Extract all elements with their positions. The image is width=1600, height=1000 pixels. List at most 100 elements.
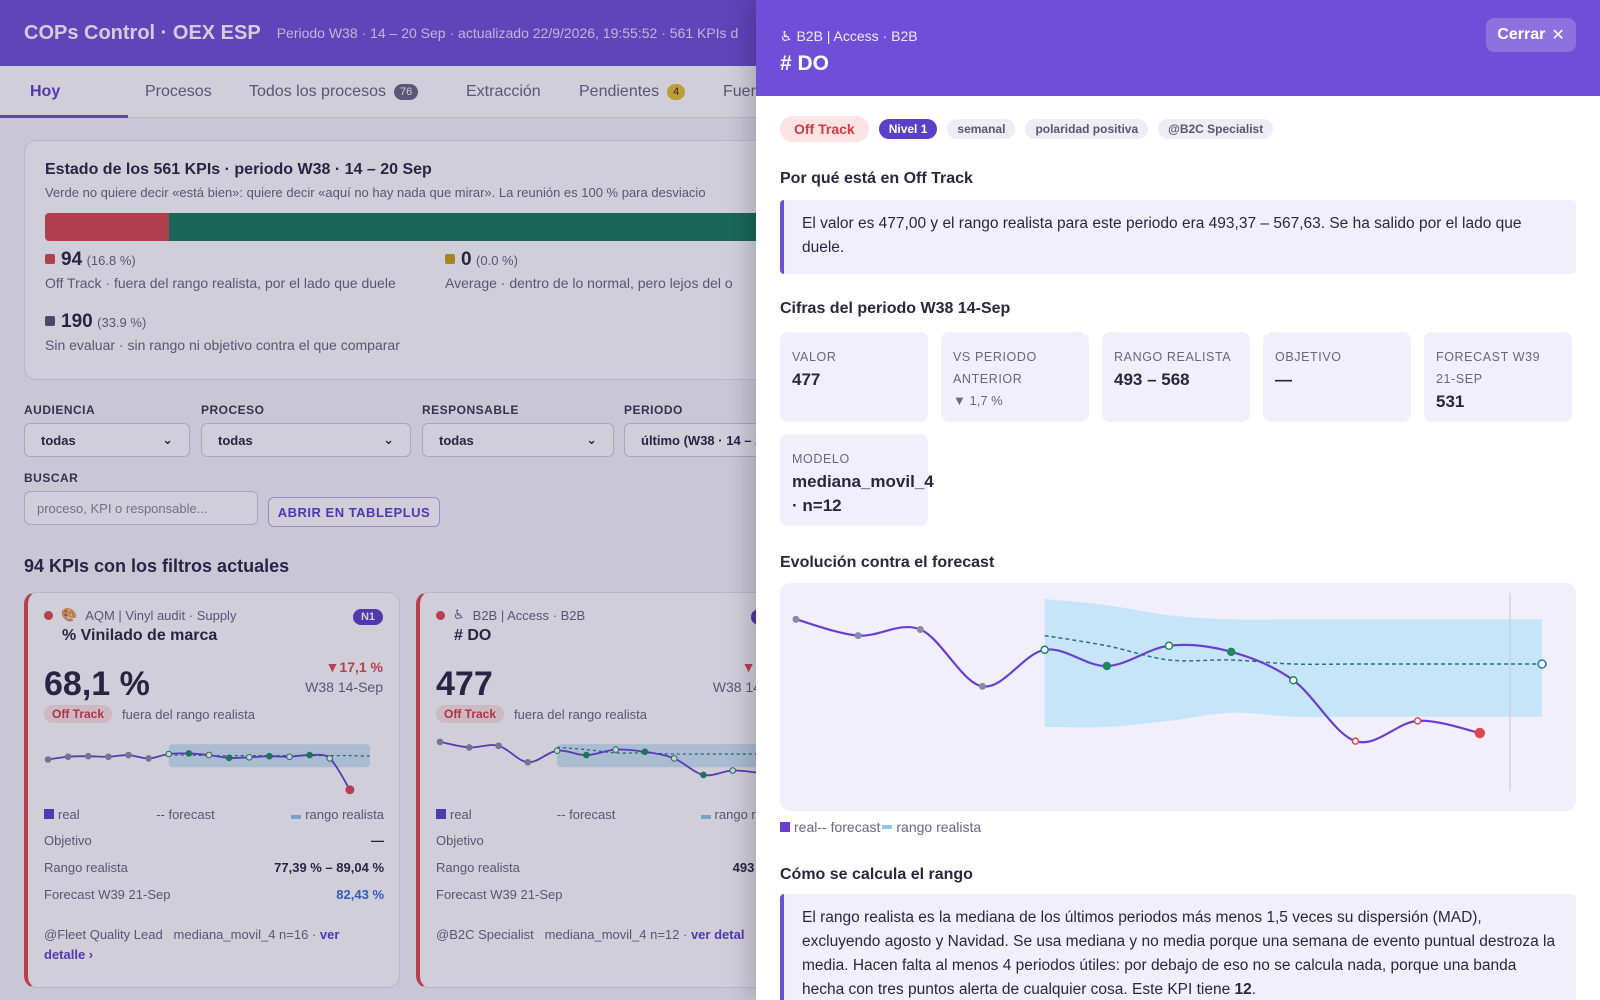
proceso-select[interactable]: todas ⌄ bbox=[201, 423, 411, 457]
off-track-dot bbox=[45, 254, 55, 264]
open-tableplus-button[interactable]: ABRIR EN TABLEPLUS bbox=[268, 497, 440, 527]
why-callout: El valor es 477,00 y el rango realista p… bbox=[780, 200, 1576, 274]
status-pill: Off Track bbox=[44, 705, 113, 723]
real-point bbox=[165, 750, 173, 758]
figure-label: VS PERIODO ANTERIOR bbox=[953, 350, 1037, 386]
tab-pendientes[interactable]: Pendientes 4 bbox=[579, 66, 686, 118]
forecast-point bbox=[1537, 659, 1547, 669]
kpi-period: W38 14-Sep bbox=[305, 679, 383, 695]
real-point bbox=[1413, 717, 1422, 725]
figure-vs-periodo: VS PERIODO ANTERIOR ▼ 1,7 % bbox=[941, 332, 1089, 422]
real-point bbox=[583, 751, 590, 759]
figure-value: — bbox=[1275, 370, 1292, 389]
real-point bbox=[670, 755, 678, 762]
drawer-breadcrumb: ♿ B2B | Access · B2B bbox=[780, 28, 918, 44]
figures-heading: Cifras del periodo W38 14-Sep bbox=[780, 300, 1011, 317]
real-point bbox=[145, 755, 152, 762]
real-point bbox=[1226, 647, 1236, 657]
row-value: 77,39 % – 89,04 % bbox=[274, 860, 384, 875]
real-point bbox=[729, 767, 737, 774]
row-label: Rango realista bbox=[44, 860, 128, 875]
real-point bbox=[612, 746, 619, 753]
legend-label: rango realista bbox=[305, 807, 384, 822]
tab-procesos[interactable]: Procesos bbox=[145, 66, 212, 118]
kpi-status-card: Estado de los 561 KPIs · periodo W38 · 1… bbox=[24, 140, 785, 380]
owner: @Fleet Quality Lead bbox=[44, 927, 163, 942]
method-callout: El rango realista es la mediana de los ú… bbox=[780, 894, 1576, 1000]
figure-label: FORECAST W39 21-SEP bbox=[1436, 350, 1541, 386]
why-heading: Por qué está en Off Track bbox=[780, 170, 973, 187]
filter-label-periodo: PERIODO bbox=[624, 403, 683, 417]
detail-link[interactable]: ver detal bbox=[690, 927, 745, 942]
model: mediana_movil_4 n=16 · bbox=[173, 927, 317, 942]
responsable-select[interactable]: todas ⌄ bbox=[422, 423, 614, 457]
row-value: 82,43 % bbox=[336, 887, 384, 902]
owner: @B2C Specialist bbox=[436, 927, 534, 942]
figure-valor: VALOR 477 bbox=[780, 332, 928, 422]
drawer-tags: Off Track Nivel 1 semanal polaridad posi… bbox=[780, 116, 1274, 142]
tab-label: Hoy bbox=[30, 83, 61, 100]
sin-evaluar-dot bbox=[45, 316, 55, 326]
kpi-sparkline bbox=[436, 738, 767, 779]
status-dot bbox=[44, 610, 53, 620]
real-point bbox=[326, 755, 334, 762]
detail-link[interactable]: ver detalle › bbox=[44, 927, 340, 962]
forecast-row: Forecast W39 21-Sep 82,43 % bbox=[44, 887, 384, 902]
figure-value: ▼ 1,7 % bbox=[953, 393, 1003, 408]
stat-average[interactable]: 0 (0.0 %) Average · dentro de lo normal,… bbox=[445, 249, 765, 291]
legend-range: rango realista bbox=[291, 807, 384, 822]
legend-real: real bbox=[794, 819, 818, 835]
kpi-path: B2B | Access · B2B bbox=[472, 607, 586, 623]
rango-row: Rango realista 77,39 % – 89,04 % bbox=[44, 860, 384, 875]
row-value: — bbox=[371, 833, 384, 848]
card-footer: @B2C Specialist mediana_movil_4 n=12 · v… bbox=[436, 925, 776, 945]
figure-label: MODELO bbox=[792, 452, 850, 466]
figure-modelo: MODELO mediana_movil_4 · n=12 bbox=[780, 434, 934, 526]
status-distribution-bar bbox=[45, 213, 785, 241]
figure-value: 493 – 568 bbox=[1114, 370, 1190, 389]
legend-swatch bbox=[780, 822, 790, 832]
row-label: Forecast W39 21-Sep bbox=[436, 887, 563, 902]
select-value: todas bbox=[439, 432, 474, 448]
stat-description: Average · dentro de lo normal, pero lejo… bbox=[445, 275, 733, 291]
card-footer: @Fleet Quality Lead mediana_movil_4 n=16… bbox=[44, 925, 384, 965]
legend-label: real bbox=[450, 807, 472, 822]
real-point bbox=[245, 754, 253, 761]
search-input[interactable]: proceso, KPI o responsable... bbox=[24, 491, 258, 525]
status-tag: Off Track bbox=[780, 116, 869, 142]
kpi-card[interactable]: 🎨 AQM | Vinyl audit · Supply N1 % Vinilad… bbox=[24, 592, 400, 988]
sparkline-legend: real -- forecast rango reali bbox=[436, 807, 776, 822]
kpi-name: # DO bbox=[454, 627, 492, 644]
kpi-name: % Vinilado de marca bbox=[62, 627, 218, 644]
figure-rango-realista: RANGO REALISTA 493 – 568 bbox=[1102, 332, 1250, 422]
filter-label-audiencia: AUDIENCIA bbox=[24, 403, 96, 417]
legend-swatch bbox=[291, 815, 302, 819]
audiencia-select[interactable]: todas ⌄ bbox=[24, 423, 190, 457]
real-point bbox=[1474, 727, 1486, 739]
row-label: Objetivo bbox=[44, 833, 92, 848]
close-button[interactable]: Cerrar ✕ bbox=[1486, 18, 1576, 52]
rango-row: Rango realista 493 – 5 bbox=[436, 860, 776, 875]
legend-swatch bbox=[882, 825, 893, 829]
tab-todos-los-procesos[interactable]: Todos los procesos 76 bbox=[249, 66, 419, 118]
figure-label: OBJETIVO bbox=[1275, 350, 1342, 364]
stat-percent: (33.9 %) bbox=[97, 315, 147, 330]
stat-sin-evaluar[interactable]: 190 (33.9 %) Sin evaluar · sin rango ni … bbox=[45, 311, 400, 353]
close-label: Cerrar bbox=[1497, 26, 1546, 43]
kpi-sparkline bbox=[44, 744, 371, 795]
kpi-card[interactable]: ♿B2B | Access · B2B N # DO 477 ▼1,7 W38 … bbox=[416, 592, 792, 988]
tab-extraccion[interactable]: Extracción bbox=[466, 66, 541, 118]
tab-hoy[interactable]: Hoy bbox=[30, 66, 60, 118]
status-segment bbox=[169, 213, 785, 241]
forecast-row: Forecast W39 21-Sep5 bbox=[436, 887, 776, 902]
real-point bbox=[105, 753, 112, 761]
kpi-delta: ▼17,1 % bbox=[325, 659, 383, 675]
status-segment bbox=[45, 213, 170, 241]
stat-off-track[interactable]: 94 (16.8 %) Off Track · fuera del rango … bbox=[45, 249, 396, 291]
tab-fuentes[interactable]: Fuen bbox=[723, 66, 759, 118]
chart-legend: real -- forecast rango realista bbox=[780, 819, 981, 835]
app-title: COPs Control · OEX ESP bbox=[24, 21, 261, 44]
real-point bbox=[225, 754, 233, 762]
objetivo-row: Objetivo bbox=[436, 833, 776, 848]
legend-forecast: -- forecast bbox=[556, 807, 616, 822]
